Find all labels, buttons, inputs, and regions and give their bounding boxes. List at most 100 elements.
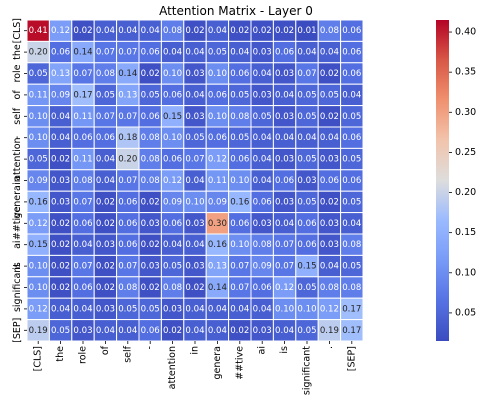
cell-value-label: 0.04	[73, 240, 92, 250]
cell-value-label: 0.06	[163, 219, 182, 229]
cell-value-label: 0.06	[297, 240, 316, 250]
cell-value-label: 0.07	[230, 262, 249, 272]
cell-value-label: 0.03	[73, 326, 92, 336]
x-tick-label: -	[145, 346, 156, 349]
cell-value-label: 0.04	[253, 176, 272, 186]
cell-value-label: 0.06	[253, 197, 272, 207]
cell-value-label: 0.03	[275, 197, 294, 207]
cell-value-label: 0.04	[342, 90, 361, 100]
cell-value-label: 0.10	[185, 197, 204, 207]
cell-value-label: 0.06	[275, 176, 294, 186]
cell-value-label: 0.07	[230, 283, 249, 293]
cell-value-label: 0.07	[118, 176, 137, 186]
colorbar-tick-label: 0.05	[455, 307, 476, 318]
x-tick-label: significant	[302, 346, 313, 395]
cell-value-label: 0.06	[230, 155, 249, 165]
cell-value-label: 0.07	[73, 262, 92, 272]
cell-value-label: 0.06	[253, 283, 272, 293]
cell-value-label: 0.02	[185, 26, 204, 36]
cell-value-label: 0.10	[29, 133, 48, 143]
cell-value-label: 0.08	[342, 240, 361, 250]
cell-value-label: 0.04	[208, 326, 227, 336]
x-axis-labels: [CLS] the role of self - attention in genera ##ti…	[33, 341, 357, 395]
cell-value-label: 0.07	[73, 197, 92, 207]
cell-value-label: 0.12	[275, 283, 294, 293]
colorbar-gradient	[436, 20, 449, 341]
cell-value-label: 0.06	[118, 219, 137, 229]
cell-value-label: 0.04	[185, 326, 204, 336]
cell-value-label: 0.11	[29, 90, 48, 100]
cell-value-label: 0.04	[51, 112, 70, 122]
x-tick-label: [CLS]	[33, 346, 44, 371]
cell-value-label: 0.02	[320, 69, 339, 79]
cell-value-label: 0.04	[253, 69, 272, 79]
colorbar-tick-label: 0.40	[455, 27, 476, 38]
cell-value-label: 0.09	[51, 90, 70, 100]
cell-value-label: 0.06	[73, 283, 92, 293]
cell-value-label: 0.10	[297, 304, 316, 314]
cell-value-label: 0.04	[96, 26, 115, 36]
cell-value-label: 0.04	[185, 90, 204, 100]
cell-value-label: 0.03	[185, 112, 204, 122]
cell-value-label: 0.05	[342, 155, 361, 165]
cell-value-label: 0.10	[29, 283, 48, 293]
cell-value-label: 0.04	[230, 304, 249, 314]
cell-value-label: 0.06	[320, 176, 339, 186]
cell-value-label: 0.08	[163, 26, 182, 36]
cell-value-label: 0.08	[320, 283, 339, 293]
cell-value-label: 0.02	[96, 283, 115, 293]
cell-value-label: 0.03	[185, 262, 204, 272]
y-tick-label: is	[12, 262, 23, 270]
x-tick-label: ##tive	[234, 346, 245, 380]
cell-value-label: 0.30	[208, 219, 227, 229]
cell-value-label: 0.10	[163, 133, 182, 143]
colorbar-tick-label: 0.35	[455, 67, 476, 78]
cell-value-label: 0.06	[118, 197, 137, 207]
cell-value-label: 0.05	[342, 112, 361, 122]
y-tick-label: ai	[12, 240, 23, 248]
cell-value-label: 0.05	[342, 262, 361, 272]
cell-value-label: 0.05	[342, 197, 361, 207]
cell-value-label: 0.05	[253, 112, 272, 122]
y-tick-label: ##tive	[12, 206, 23, 240]
cell-value-label: 0.07	[118, 112, 137, 122]
cell-value-label: 0.03	[275, 155, 294, 165]
cell-value-label: 0.04	[275, 90, 294, 100]
cell-value-label: 0.03	[275, 69, 294, 79]
cell-value-label: 0.04	[275, 219, 294, 229]
cell-value-label: 0.07	[275, 262, 294, 272]
cell-value-label: 0.06	[342, 133, 361, 143]
cell-value-label: 0.08	[342, 283, 361, 293]
cell-value-label: 0.15	[297, 262, 316, 272]
cell-value-label: 0.04	[185, 48, 204, 58]
cell-value-label: 0.16	[29, 197, 48, 207]
y-tick-label: [SEP]	[12, 318, 23, 343]
cell-value-label: 0.05	[297, 90, 316, 100]
cell-value-label: 0.05	[297, 283, 316, 293]
cell-value-label: 0.03	[141, 219, 160, 229]
cell-value-label: 0.05	[297, 197, 316, 207]
cell-value-label: 0.02	[320, 197, 339, 207]
y-tick-label: genera	[12, 185, 23, 218]
y-tick-label: self	[12, 107, 23, 124]
chart-title: Attention Matrix - Layer 0	[159, 4, 313, 18]
cell-value-label: 0.04	[208, 26, 227, 36]
cell-value-label: 0.07	[297, 69, 316, 79]
cell-value-label: 0.04	[253, 133, 272, 143]
cell-value-label: 0.07	[185, 155, 204, 165]
colorbar-tick-label: 0.10	[455, 267, 476, 278]
cell-value-label: 0.08	[118, 283, 137, 293]
cell-value-label: 0.04	[96, 326, 115, 336]
cell-value-label: 0.02	[51, 283, 70, 293]
cell-value-label: 0.06	[342, 176, 361, 186]
cell-value-label: 0.02	[275, 26, 294, 36]
x-tick-label: of	[100, 345, 111, 355]
cell-value-label: 0.10	[29, 112, 48, 122]
cell-value-label: 0.08	[163, 283, 182, 293]
cell-value-label: 0.02	[96, 197, 115, 207]
cell-value-label: 0.06	[96, 133, 115, 143]
cell-value-label: 0.03	[253, 90, 272, 100]
cell-value-label: 0.02	[141, 197, 160, 207]
cell-value-label: 0.14	[73, 48, 92, 58]
cell-value-label: 0.09	[163, 197, 182, 207]
